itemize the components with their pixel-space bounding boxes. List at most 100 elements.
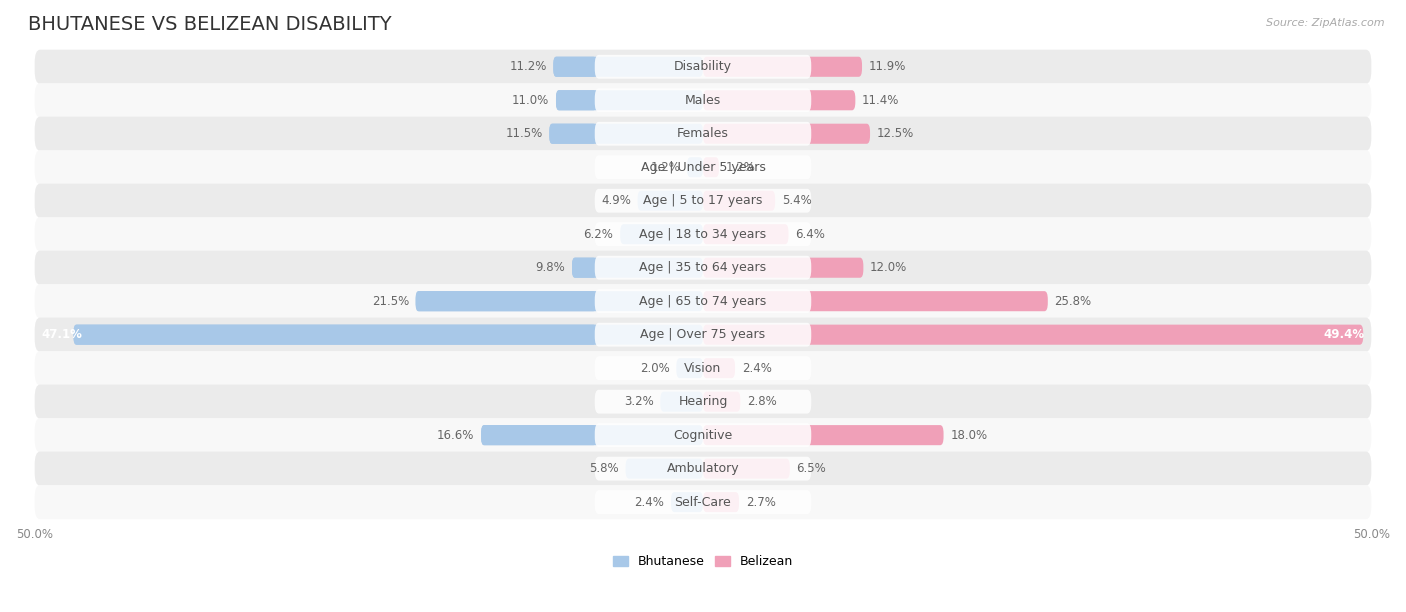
FancyBboxPatch shape xyxy=(703,291,1047,312)
FancyBboxPatch shape xyxy=(595,122,811,146)
Text: Ambulatory: Ambulatory xyxy=(666,462,740,475)
Text: 49.4%: 49.4% xyxy=(1323,328,1365,341)
Text: Disability: Disability xyxy=(673,60,733,73)
Text: Males: Males xyxy=(685,94,721,106)
Text: 11.4%: 11.4% xyxy=(862,94,900,106)
FancyBboxPatch shape xyxy=(703,224,789,244)
Text: Age | Over 75 years: Age | Over 75 years xyxy=(641,328,765,341)
Text: 3.2%: 3.2% xyxy=(624,395,654,408)
Text: 5.4%: 5.4% xyxy=(782,194,811,207)
Text: 16.6%: 16.6% xyxy=(437,428,474,442)
Text: 2.0%: 2.0% xyxy=(640,362,669,375)
Legend: Bhutanese, Belizean: Bhutanese, Belizean xyxy=(607,550,799,573)
Text: Age | 5 to 17 years: Age | 5 to 17 years xyxy=(644,194,762,207)
Text: 4.9%: 4.9% xyxy=(600,194,631,207)
FancyBboxPatch shape xyxy=(35,117,1371,151)
FancyBboxPatch shape xyxy=(703,358,735,378)
FancyBboxPatch shape xyxy=(688,157,703,177)
FancyBboxPatch shape xyxy=(595,88,811,112)
Text: 11.0%: 11.0% xyxy=(512,94,550,106)
Text: 6.5%: 6.5% xyxy=(797,462,827,475)
FancyBboxPatch shape xyxy=(550,124,596,144)
FancyBboxPatch shape xyxy=(481,425,596,445)
FancyBboxPatch shape xyxy=(35,83,1371,118)
Text: 1.2%: 1.2% xyxy=(651,161,681,174)
FancyBboxPatch shape xyxy=(703,191,775,211)
FancyBboxPatch shape xyxy=(703,57,862,77)
Text: Age | 65 to 74 years: Age | 65 to 74 years xyxy=(640,295,766,308)
Text: Females: Females xyxy=(678,127,728,140)
FancyBboxPatch shape xyxy=(595,189,811,212)
Text: Age | 18 to 34 years: Age | 18 to 34 years xyxy=(640,228,766,241)
FancyBboxPatch shape xyxy=(626,458,703,479)
Text: Vision: Vision xyxy=(685,362,721,375)
FancyBboxPatch shape xyxy=(703,90,855,110)
FancyBboxPatch shape xyxy=(703,157,718,177)
Text: 2.7%: 2.7% xyxy=(745,496,776,509)
FancyBboxPatch shape xyxy=(703,258,863,278)
FancyBboxPatch shape xyxy=(671,492,703,512)
Text: 12.0%: 12.0% xyxy=(870,261,907,274)
FancyBboxPatch shape xyxy=(703,124,870,144)
FancyBboxPatch shape xyxy=(703,392,741,412)
Text: 11.2%: 11.2% xyxy=(509,60,547,73)
Text: 2.4%: 2.4% xyxy=(634,496,664,509)
FancyBboxPatch shape xyxy=(35,418,1371,452)
FancyBboxPatch shape xyxy=(554,57,596,77)
FancyBboxPatch shape xyxy=(703,492,740,512)
FancyBboxPatch shape xyxy=(35,485,1371,519)
FancyBboxPatch shape xyxy=(703,425,943,445)
FancyBboxPatch shape xyxy=(595,390,811,414)
FancyBboxPatch shape xyxy=(554,57,703,77)
FancyBboxPatch shape xyxy=(35,351,1371,385)
FancyBboxPatch shape xyxy=(481,425,703,445)
FancyBboxPatch shape xyxy=(595,222,811,246)
FancyBboxPatch shape xyxy=(595,323,811,346)
FancyBboxPatch shape xyxy=(35,318,1371,352)
Text: 5.8%: 5.8% xyxy=(589,462,619,475)
FancyBboxPatch shape xyxy=(572,258,596,278)
FancyBboxPatch shape xyxy=(595,256,811,280)
Text: 2.4%: 2.4% xyxy=(742,362,772,375)
FancyBboxPatch shape xyxy=(73,324,596,345)
Text: 12.5%: 12.5% xyxy=(877,127,914,140)
FancyBboxPatch shape xyxy=(35,184,1371,218)
FancyBboxPatch shape xyxy=(703,324,1364,345)
FancyBboxPatch shape xyxy=(555,90,703,110)
FancyBboxPatch shape xyxy=(35,50,1371,84)
FancyBboxPatch shape xyxy=(35,284,1371,318)
FancyBboxPatch shape xyxy=(550,124,703,144)
FancyBboxPatch shape xyxy=(637,191,703,211)
FancyBboxPatch shape xyxy=(595,424,811,447)
FancyBboxPatch shape xyxy=(595,457,811,480)
Text: 18.0%: 18.0% xyxy=(950,428,987,442)
FancyBboxPatch shape xyxy=(703,458,790,479)
FancyBboxPatch shape xyxy=(416,291,703,312)
Text: 1.2%: 1.2% xyxy=(725,161,755,174)
Text: 11.9%: 11.9% xyxy=(869,60,905,73)
Text: BHUTANESE VS BELIZEAN DISABILITY: BHUTANESE VS BELIZEAN DISABILITY xyxy=(28,15,392,34)
FancyBboxPatch shape xyxy=(35,384,1371,419)
Text: Hearing: Hearing xyxy=(678,395,728,408)
Text: Self-Care: Self-Care xyxy=(675,496,731,509)
FancyBboxPatch shape xyxy=(35,452,1371,486)
Text: 25.8%: 25.8% xyxy=(1054,295,1091,308)
Text: 11.5%: 11.5% xyxy=(505,127,543,140)
FancyBboxPatch shape xyxy=(572,258,703,278)
FancyBboxPatch shape xyxy=(73,324,703,345)
FancyBboxPatch shape xyxy=(416,291,596,312)
Text: 47.1%: 47.1% xyxy=(41,328,83,341)
Text: 6.2%: 6.2% xyxy=(583,228,613,241)
Text: 2.8%: 2.8% xyxy=(747,395,778,408)
FancyBboxPatch shape xyxy=(595,490,811,514)
FancyBboxPatch shape xyxy=(620,224,703,244)
Text: Age | 35 to 64 years: Age | 35 to 64 years xyxy=(640,261,766,274)
FancyBboxPatch shape xyxy=(595,289,811,313)
Text: 6.4%: 6.4% xyxy=(796,228,825,241)
Text: Source: ZipAtlas.com: Source: ZipAtlas.com xyxy=(1267,18,1385,28)
FancyBboxPatch shape xyxy=(35,217,1371,252)
FancyBboxPatch shape xyxy=(595,356,811,380)
FancyBboxPatch shape xyxy=(595,155,811,179)
Text: Cognitive: Cognitive xyxy=(673,428,733,442)
Text: Age | Under 5 years: Age | Under 5 years xyxy=(641,161,765,174)
